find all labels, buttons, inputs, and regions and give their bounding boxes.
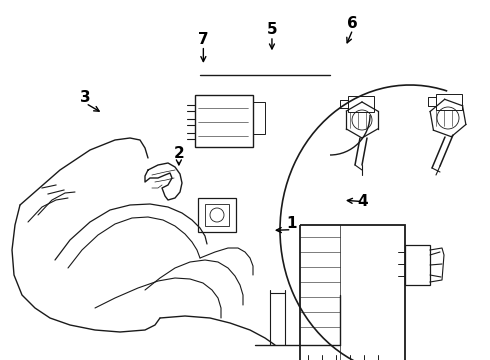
Text: 1: 1 — [286, 216, 297, 231]
Text: 6: 6 — [347, 16, 358, 31]
Text: 2: 2 — [173, 145, 184, 161]
Text: 5: 5 — [267, 22, 277, 37]
Text: 4: 4 — [357, 194, 368, 209]
Text: 3: 3 — [80, 90, 91, 105]
Text: 7: 7 — [198, 32, 209, 47]
